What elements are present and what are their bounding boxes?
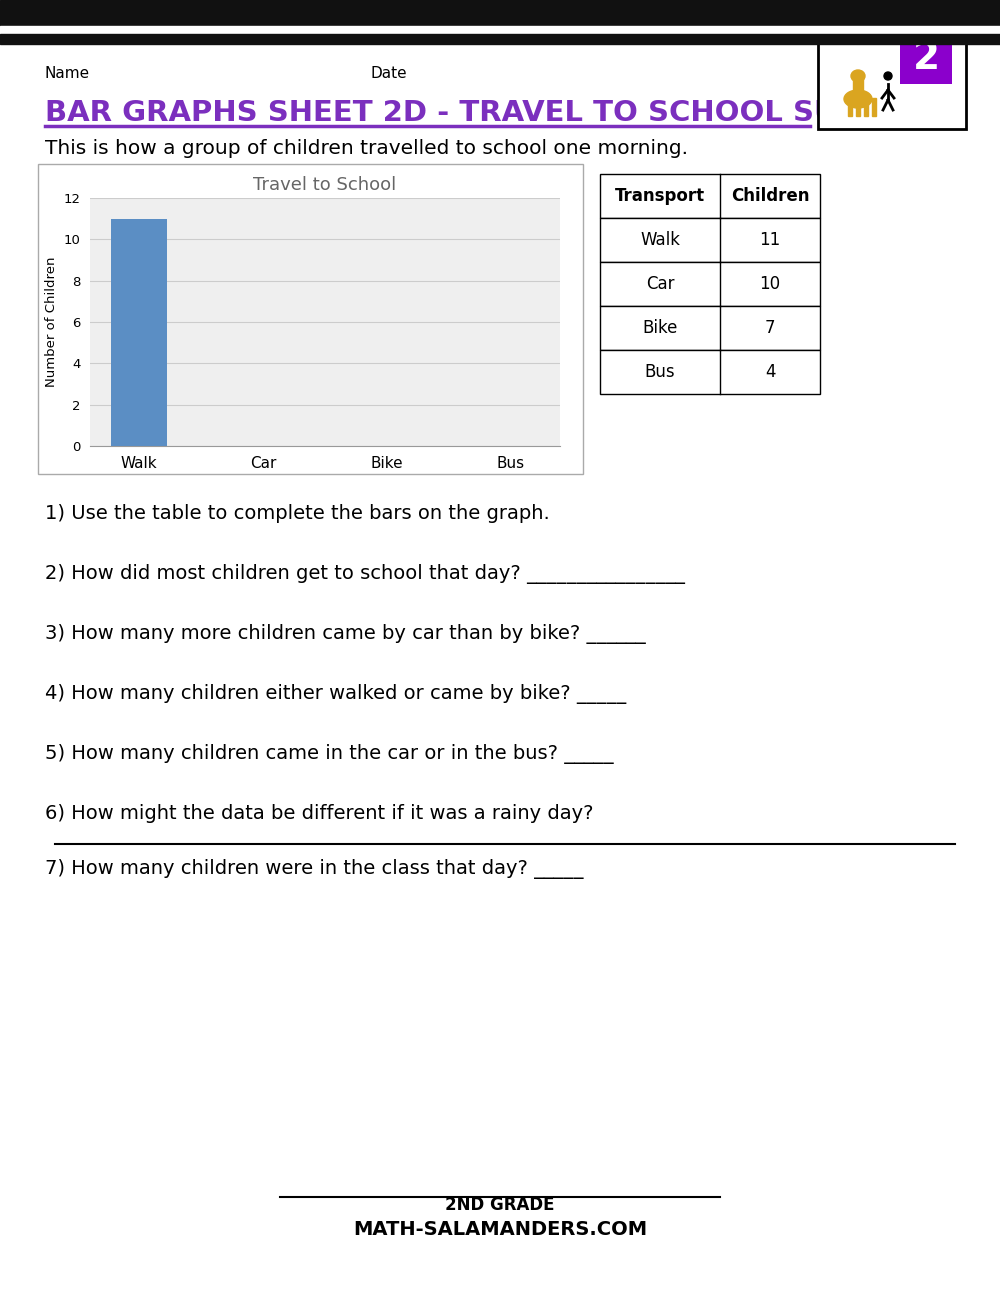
Text: 7) How many children were in the class that day? _____: 7) How many children were in the class t… [45,859,584,879]
Text: 2: 2 [912,39,940,78]
Bar [900,32,952,84]
Text: Walk: Walk [640,232,680,248]
Text: 7: 7 [765,320,775,336]
Bar [856,98,860,116]
Bar [600,261,820,305]
Text: Bike: Bike [642,320,678,336]
Bar [600,173,820,217]
Text: 1) Use the table to complete the bars on the graph.: 1) Use the table to complete the bars on… [45,503,550,523]
Text: Name: Name [45,66,90,82]
Text: Bus: Bus [645,364,675,380]
Bar [600,305,820,349]
Text: 2ND GRADE: 2ND GRADE [445,1196,555,1214]
Text: 5) How many children came in the car or in the bus? _____: 5) How many children came in the car or … [45,744,614,763]
Ellipse shape [884,72,892,80]
Text: 3) How many more children came by car than by bike? ______: 3) How many more children came by car th… [45,624,646,644]
Bar [0,34,1000,44]
Bar [848,98,852,116]
Bar [818,28,966,129]
Bar [0,0,1000,26]
Text: MATH-SALAMANDERS.COM: MATH-SALAMANDERS.COM [353,1220,647,1238]
Text: Transport: Transport [615,188,705,204]
Bar [0,26,1000,34]
Text: 6) How might the data be different if it was a rainy day?: 6) How might the data be different if it… [45,804,594,823]
Bar [853,74,863,94]
Bar [111,219,167,446]
Text: This is how a group of children travelled to school one morning.: This is how a group of children travelle… [45,138,688,158]
Bar [872,98,876,116]
Text: BAR GRAPHS SHEET 2D - TRAVEL TO SCHOOL SURVEY: BAR GRAPHS SHEET 2D - TRAVEL TO SCHOOL S… [45,100,923,127]
Text: 4) How many children either walked or came by bike? _____: 4) How many children either walked or ca… [45,685,626,704]
Bar [38,164,583,474]
Text: Car: Car [646,276,674,292]
Text: 10: 10 [759,276,781,292]
Text: Date: Date [370,66,407,82]
Ellipse shape [844,91,872,107]
Bar [864,98,868,116]
Ellipse shape [851,70,865,82]
Text: 2) How did most children get to school that day? ________________: 2) How did most children get to school t… [45,564,685,584]
Text: Children: Children [731,188,809,204]
Bar [600,349,820,393]
Text: 11: 11 [759,232,781,248]
Text: 4: 4 [765,364,775,380]
Title: Travel to School: Travel to School [253,176,397,194]
Y-axis label: Number of Children: Number of Children [45,256,58,387]
Bar [600,217,820,261]
